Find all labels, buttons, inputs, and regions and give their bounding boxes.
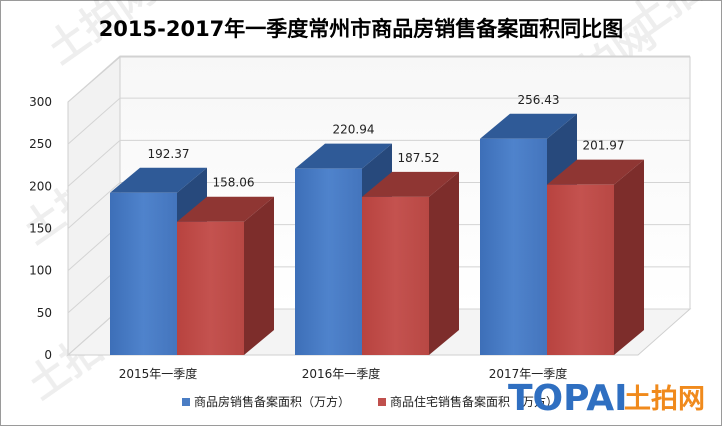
bar-residential-2 — [547, 159, 644, 355]
legend-label: 商品住宅销售备案面积（万方） — [390, 394, 558, 409]
gridline — [67, 97, 690, 145]
y-tick-label: 250 — [29, 137, 52, 151]
bar-front — [362, 196, 429, 355]
bar-top — [177, 196, 274, 222]
data-label: 220.94 — [333, 123, 375, 137]
x-tick-label: 2017年一季度 — [489, 366, 568, 381]
legend-swatch — [182, 398, 190, 406]
bar-side — [429, 171, 459, 355]
y-axis-ticks: 0 50 100 150 200 250 300 — [29, 95, 52, 362]
data-label: 158.06 — [213, 176, 255, 190]
bar-front — [177, 221, 244, 355]
brand-logo-cn: 土拍网 — [624, 384, 705, 415]
bar-front — [480, 138, 547, 355]
bar-top — [295, 143, 392, 169]
x-axis-ticks: 2015年一季度 2016年一季度 2017年一季度 — [119, 366, 568, 381]
bar-front — [547, 184, 614, 355]
legend-swatch — [378, 398, 386, 406]
bar-top — [110, 167, 207, 193]
bar-front — [295, 168, 362, 355]
bar-top — [362, 171, 459, 197]
y-tick-label: 0 — [44, 348, 52, 362]
chart-title: 2015-2017年一季度常州市商品房销售备案面积同比图 — [99, 17, 624, 41]
legend: 商品房销售备案面积（万方） 商品住宅销售备案面积（万方） — [182, 394, 558, 409]
y-tick-label: 100 — [29, 264, 52, 278]
brand-logo-latin: TOPAI — [508, 378, 628, 419]
y-tick-label: 300 — [29, 95, 52, 109]
gridline — [67, 55, 690, 103]
y-tick-label: 50 — [37, 306, 52, 320]
data-label: 256.43 — [518, 93, 560, 107]
legend-item: 商品房销售备案面积（万方） — [182, 394, 350, 409]
bar-side — [614, 159, 644, 355]
bars — [110, 113, 644, 355]
legend-item: 商品住宅销售备案面积（万方） — [378, 394, 558, 409]
data-label: 201.97 — [583, 139, 625, 153]
data-labels: 192.37 158.06 220.94 187.52 256.43 201.97 — [148, 93, 625, 190]
y-tick-label: 200 — [29, 179, 52, 193]
bar-top — [480, 113, 577, 139]
data-label: 192.37 — [148, 147, 190, 161]
y-tick-label: 150 — [29, 222, 52, 236]
x-tick-label: 2016年一季度 — [302, 366, 381, 381]
legend-label: 商品房销售备案面积（万方） — [194, 394, 350, 409]
data-label: 187.52 — [398, 151, 440, 165]
x-tick-label: 2015年一季度 — [119, 366, 198, 381]
bar-residential-0 — [177, 196, 274, 355]
brand-logo: TOPAI 土拍网 — [508, 378, 705, 419]
bar-front — [110, 192, 177, 355]
bar-residential-1 — [362, 171, 459, 355]
bar-top — [547, 159, 644, 185]
bar-side — [244, 196, 274, 355]
